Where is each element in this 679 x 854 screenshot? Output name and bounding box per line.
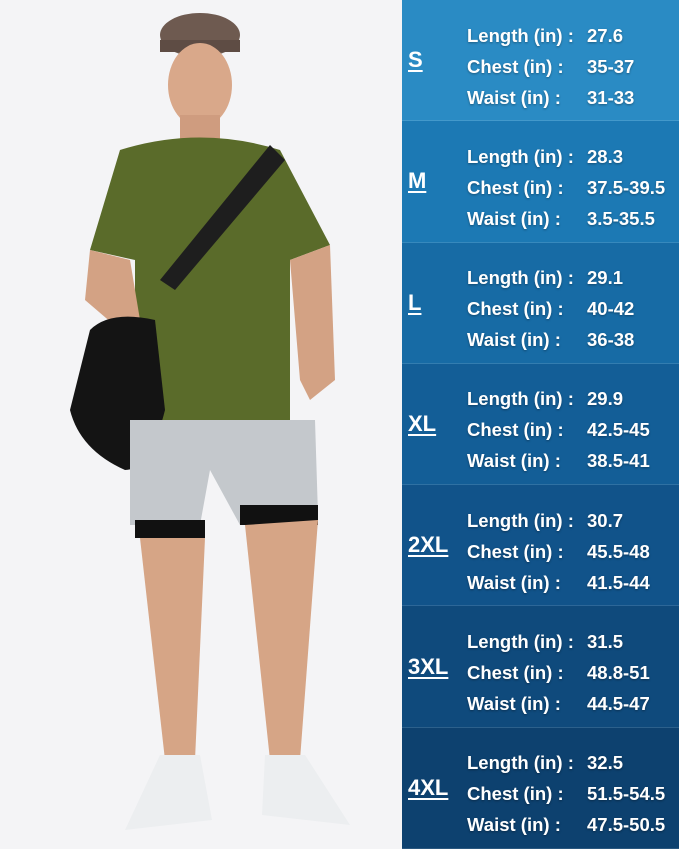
- waist-line: Waist (in) : 41.5-44: [467, 567, 650, 598]
- waist-label: Waist (in) :: [467, 814, 561, 836]
- waist-value: 44.5-47: [587, 692, 650, 714]
- chest-label: Chest (in) :: [467, 661, 564, 683]
- chest-value: 45.5-48: [587, 540, 650, 562]
- chest-value: 37.5-39.5: [587, 176, 666, 198]
- size-label: 2XL: [408, 532, 449, 558]
- waist-value: 41.5-44: [587, 571, 650, 593]
- length-label: Length (in) :: [467, 752, 574, 774]
- waist-label: Waist (in) :: [467, 86, 561, 108]
- length-line: Length (in) : 29.1: [467, 263, 634, 294]
- shorts: [130, 420, 318, 525]
- chest-label: Chest (in) :: [467, 176, 564, 198]
- chest-line: Chest (in) : 40-42: [467, 294, 634, 325]
- length-value: 32.5: [587, 752, 624, 774]
- chest-label: Chest (in) :: [467, 55, 564, 77]
- size-row-l: L Length (in) : 29.1 Chest (in) : 40-42 Wa…: [402, 242, 679, 364]
- length-line: Length (in) : 32.5: [467, 748, 665, 779]
- chest-line: Chest (in) : 45.5-48: [467, 536, 650, 567]
- length-label: Length (in) :: [467, 388, 574, 410]
- chest-line: Chest (in) : 48.8-51: [467, 657, 650, 688]
- waist-value: 47.5-50.5: [587, 814, 666, 836]
- waist-value: 31-33: [587, 86, 635, 108]
- length-label: Length (in) :: [467, 24, 574, 46]
- waist-line: Waist (in) : 31-33: [467, 82, 634, 113]
- size-label: S: [408, 47, 423, 73]
- chest-value: 40-42: [587, 298, 635, 320]
- waist-line: Waist (in) : 47.5-50.5: [467, 810, 665, 841]
- size-row-s: S Length (in) : 27.6 Chest (in) : 35-37 Wa…: [402, 0, 679, 122]
- waist-line: Waist (in) : 38.5-41: [467, 446, 650, 477]
- size-label: M: [408, 168, 427, 194]
- chest-value: 42.5-45: [587, 419, 650, 441]
- length-value: 29.9: [587, 388, 624, 410]
- waist-label: Waist (in) :: [467, 329, 561, 351]
- waist-value: 38.5-41: [587, 450, 650, 472]
- model-illustration: [70, 13, 350, 830]
- waist-line: Waist (in) : 3.5-35.5: [467, 203, 665, 234]
- size-row-3xl: 3XL Length (in) : 31.5 Chest (in) : 48.8-5…: [402, 606, 679, 728]
- chest-line: Chest (in) : 42.5-45: [467, 415, 650, 446]
- waist-label: Waist (in) :: [467, 450, 561, 472]
- size-label: 4XL: [408, 774, 449, 800]
- waist-value: 36-38: [587, 329, 635, 351]
- bag-strap: [160, 145, 285, 290]
- waist-label: Waist (in) :: [467, 571, 561, 593]
- length-value: 27.6: [587, 24, 624, 46]
- length-label: Length (in) :: [467, 630, 574, 652]
- waist-label: Waist (in) :: [467, 692, 561, 714]
- length-value: 29.1: [587, 267, 624, 289]
- waist-label: Waist (in) :: [467, 207, 561, 229]
- model-photo: [0, 0, 402, 849]
- chest-label: Chest (in) :: [467, 298, 564, 320]
- length-line: Length (in) : 29.9: [467, 384, 650, 415]
- length-line: Length (in) : 31.5: [467, 626, 650, 657]
- chest-label: Chest (in) :: [467, 540, 564, 562]
- chest-label: Chest (in) :: [467, 783, 564, 805]
- size-label: L: [408, 289, 422, 315]
- left-shoe: [125, 755, 212, 830]
- right-leg: [245, 520, 318, 760]
- size-label: XL: [408, 410, 437, 436]
- waist-line: Waist (in) : 44.5-47: [467, 688, 650, 719]
- chest-value: 48.8-51: [587, 661, 650, 683]
- size-chart: S Length (in) : 27.6 Chest (in) : 35-37 Wa…: [402, 0, 679, 849]
- length-label: Length (in) :: [467, 509, 574, 531]
- chest-value: 51.5-54.5: [587, 783, 666, 805]
- waist-value: 3.5-35.5: [587, 207, 655, 229]
- length-line: Length (in) : 28.3: [467, 141, 665, 172]
- length-value: 28.3: [587, 145, 624, 167]
- length-line: Length (in) : 27.6: [467, 20, 634, 51]
- length-line: Length (in) : 30.7: [467, 505, 650, 536]
- size-row-4xl: 4XL Length (in) : 32.5 Chest (in) : 51.5-5…: [402, 727, 679, 849]
- chest-line: Chest (in) : 51.5-54.5: [467, 779, 665, 810]
- chest-label: Chest (in) :: [467, 419, 564, 441]
- length-value: 30.7: [587, 509, 624, 531]
- size-label: 3XL: [408, 653, 449, 679]
- length-label: Length (in) :: [467, 267, 574, 289]
- right-shoe: [262, 755, 350, 825]
- head: [168, 43, 232, 127]
- length-label: Length (in) :: [467, 145, 574, 167]
- size-row-xl: XL Length (in) : 29.9 Chest (in) : 42.5-45…: [402, 363, 679, 486]
- chest-line: Chest (in) : 37.5-39.5: [467, 172, 665, 203]
- chest-value: 35-37: [587, 55, 635, 77]
- left-leg: [140, 538, 205, 760]
- waist-line: Waist (in) : 36-38: [467, 325, 634, 356]
- size-row-2xl: 2XL Length (in) : 30.7 Chest (in) : 45.5-4…: [402, 485, 679, 607]
- chest-line: Chest (in) : 35-37: [467, 51, 634, 82]
- size-row-m: M Length (in) : 28.3 Chest (in) : 37.5-39.…: [402, 121, 679, 243]
- length-value: 31.5: [587, 630, 624, 652]
